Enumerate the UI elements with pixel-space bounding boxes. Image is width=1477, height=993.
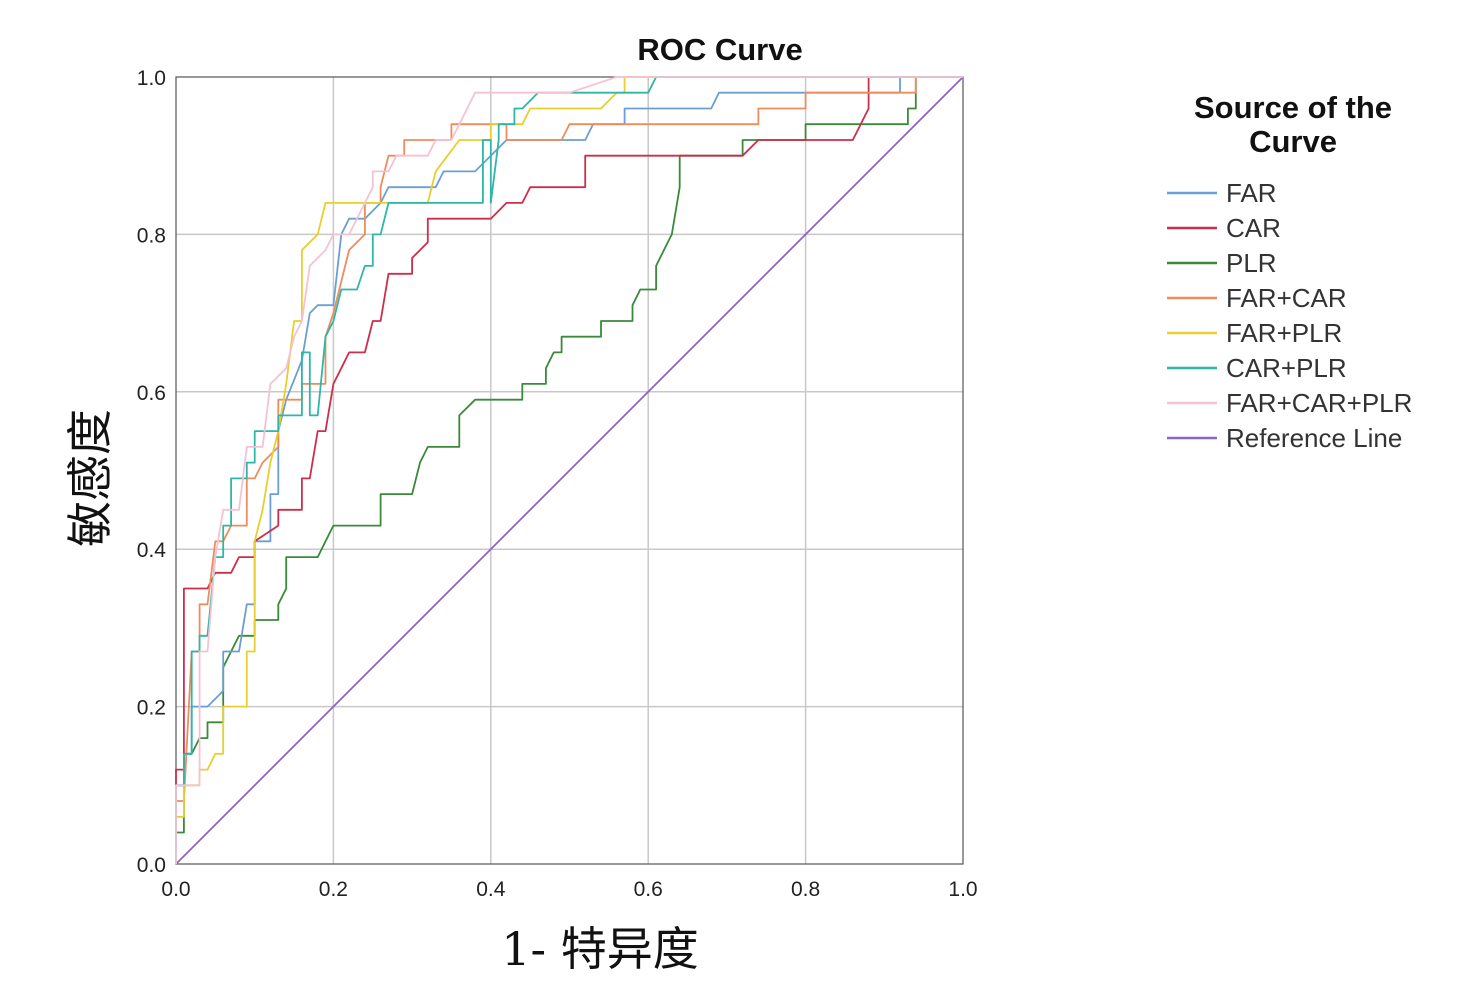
y-tick-label: 1.0 xyxy=(137,67,166,90)
y-tick-label: 0.2 xyxy=(137,697,166,720)
x-tick-label: 0.8 xyxy=(791,878,820,901)
x-tick-label: 0.2 xyxy=(319,878,348,901)
curve-plr xyxy=(175,76,963,864)
curve-car-plr xyxy=(175,76,963,864)
x-axis-label: 1- 特异度 xyxy=(501,922,698,976)
y-tick-label: 0.0 xyxy=(137,854,166,877)
grid-lines xyxy=(176,77,963,864)
x-tick-label: 0.0 xyxy=(161,878,190,901)
legend-label: PLR xyxy=(1226,248,1277,278)
legend-label: FAR xyxy=(1226,178,1277,208)
curve-far-plr xyxy=(175,76,963,864)
x-tick-labels: 0.0 0.2 0.4 0.6 0.8 1.0 xyxy=(161,878,977,901)
y-tick-label: 0.4 xyxy=(137,539,167,562)
curve-reference-line xyxy=(175,76,964,865)
roc-curves xyxy=(175,76,964,865)
y-tick-label: 0.8 xyxy=(137,224,166,247)
legend-label: Reference Line xyxy=(1226,423,1402,453)
legend: Source of the Curve FAR CAR PLR FAR+CAR FAR+… xyxy=(1167,90,1412,453)
y-tick-labels: 0.0 0.2 0.4 0.6 0.8 1.0 xyxy=(137,67,167,877)
y-axis-label: 敏感度 xyxy=(63,409,117,547)
curve-car xyxy=(175,76,963,864)
legend-label: CAR xyxy=(1226,213,1281,243)
legend-label: FAR+CAR+PLR xyxy=(1226,388,1412,418)
legend-title-line2: Curve xyxy=(1249,124,1337,159)
curve-far-car-plr xyxy=(175,76,963,864)
legend-label: CAR+PLR xyxy=(1226,353,1347,383)
y-tick-label: 0.6 xyxy=(137,382,166,405)
x-tick-label: 0.6 xyxy=(634,878,663,901)
x-tick-label: 1.0 xyxy=(948,878,977,901)
legend-items: FAR CAR PLR FAR+CAR FAR+PLR CAR+PLR FAR+CAR+PL… xyxy=(1167,178,1412,453)
chart-title: ROC Curve xyxy=(637,32,802,67)
legend-label: FAR+CAR xyxy=(1226,283,1347,313)
plot-frame xyxy=(175,76,964,865)
legend-label: FAR+PLR xyxy=(1226,318,1342,348)
x-tick-label: 0.4 xyxy=(476,878,506,901)
curve-far-car xyxy=(175,76,963,864)
legend-title-line1: Source of the xyxy=(1194,90,1392,125)
